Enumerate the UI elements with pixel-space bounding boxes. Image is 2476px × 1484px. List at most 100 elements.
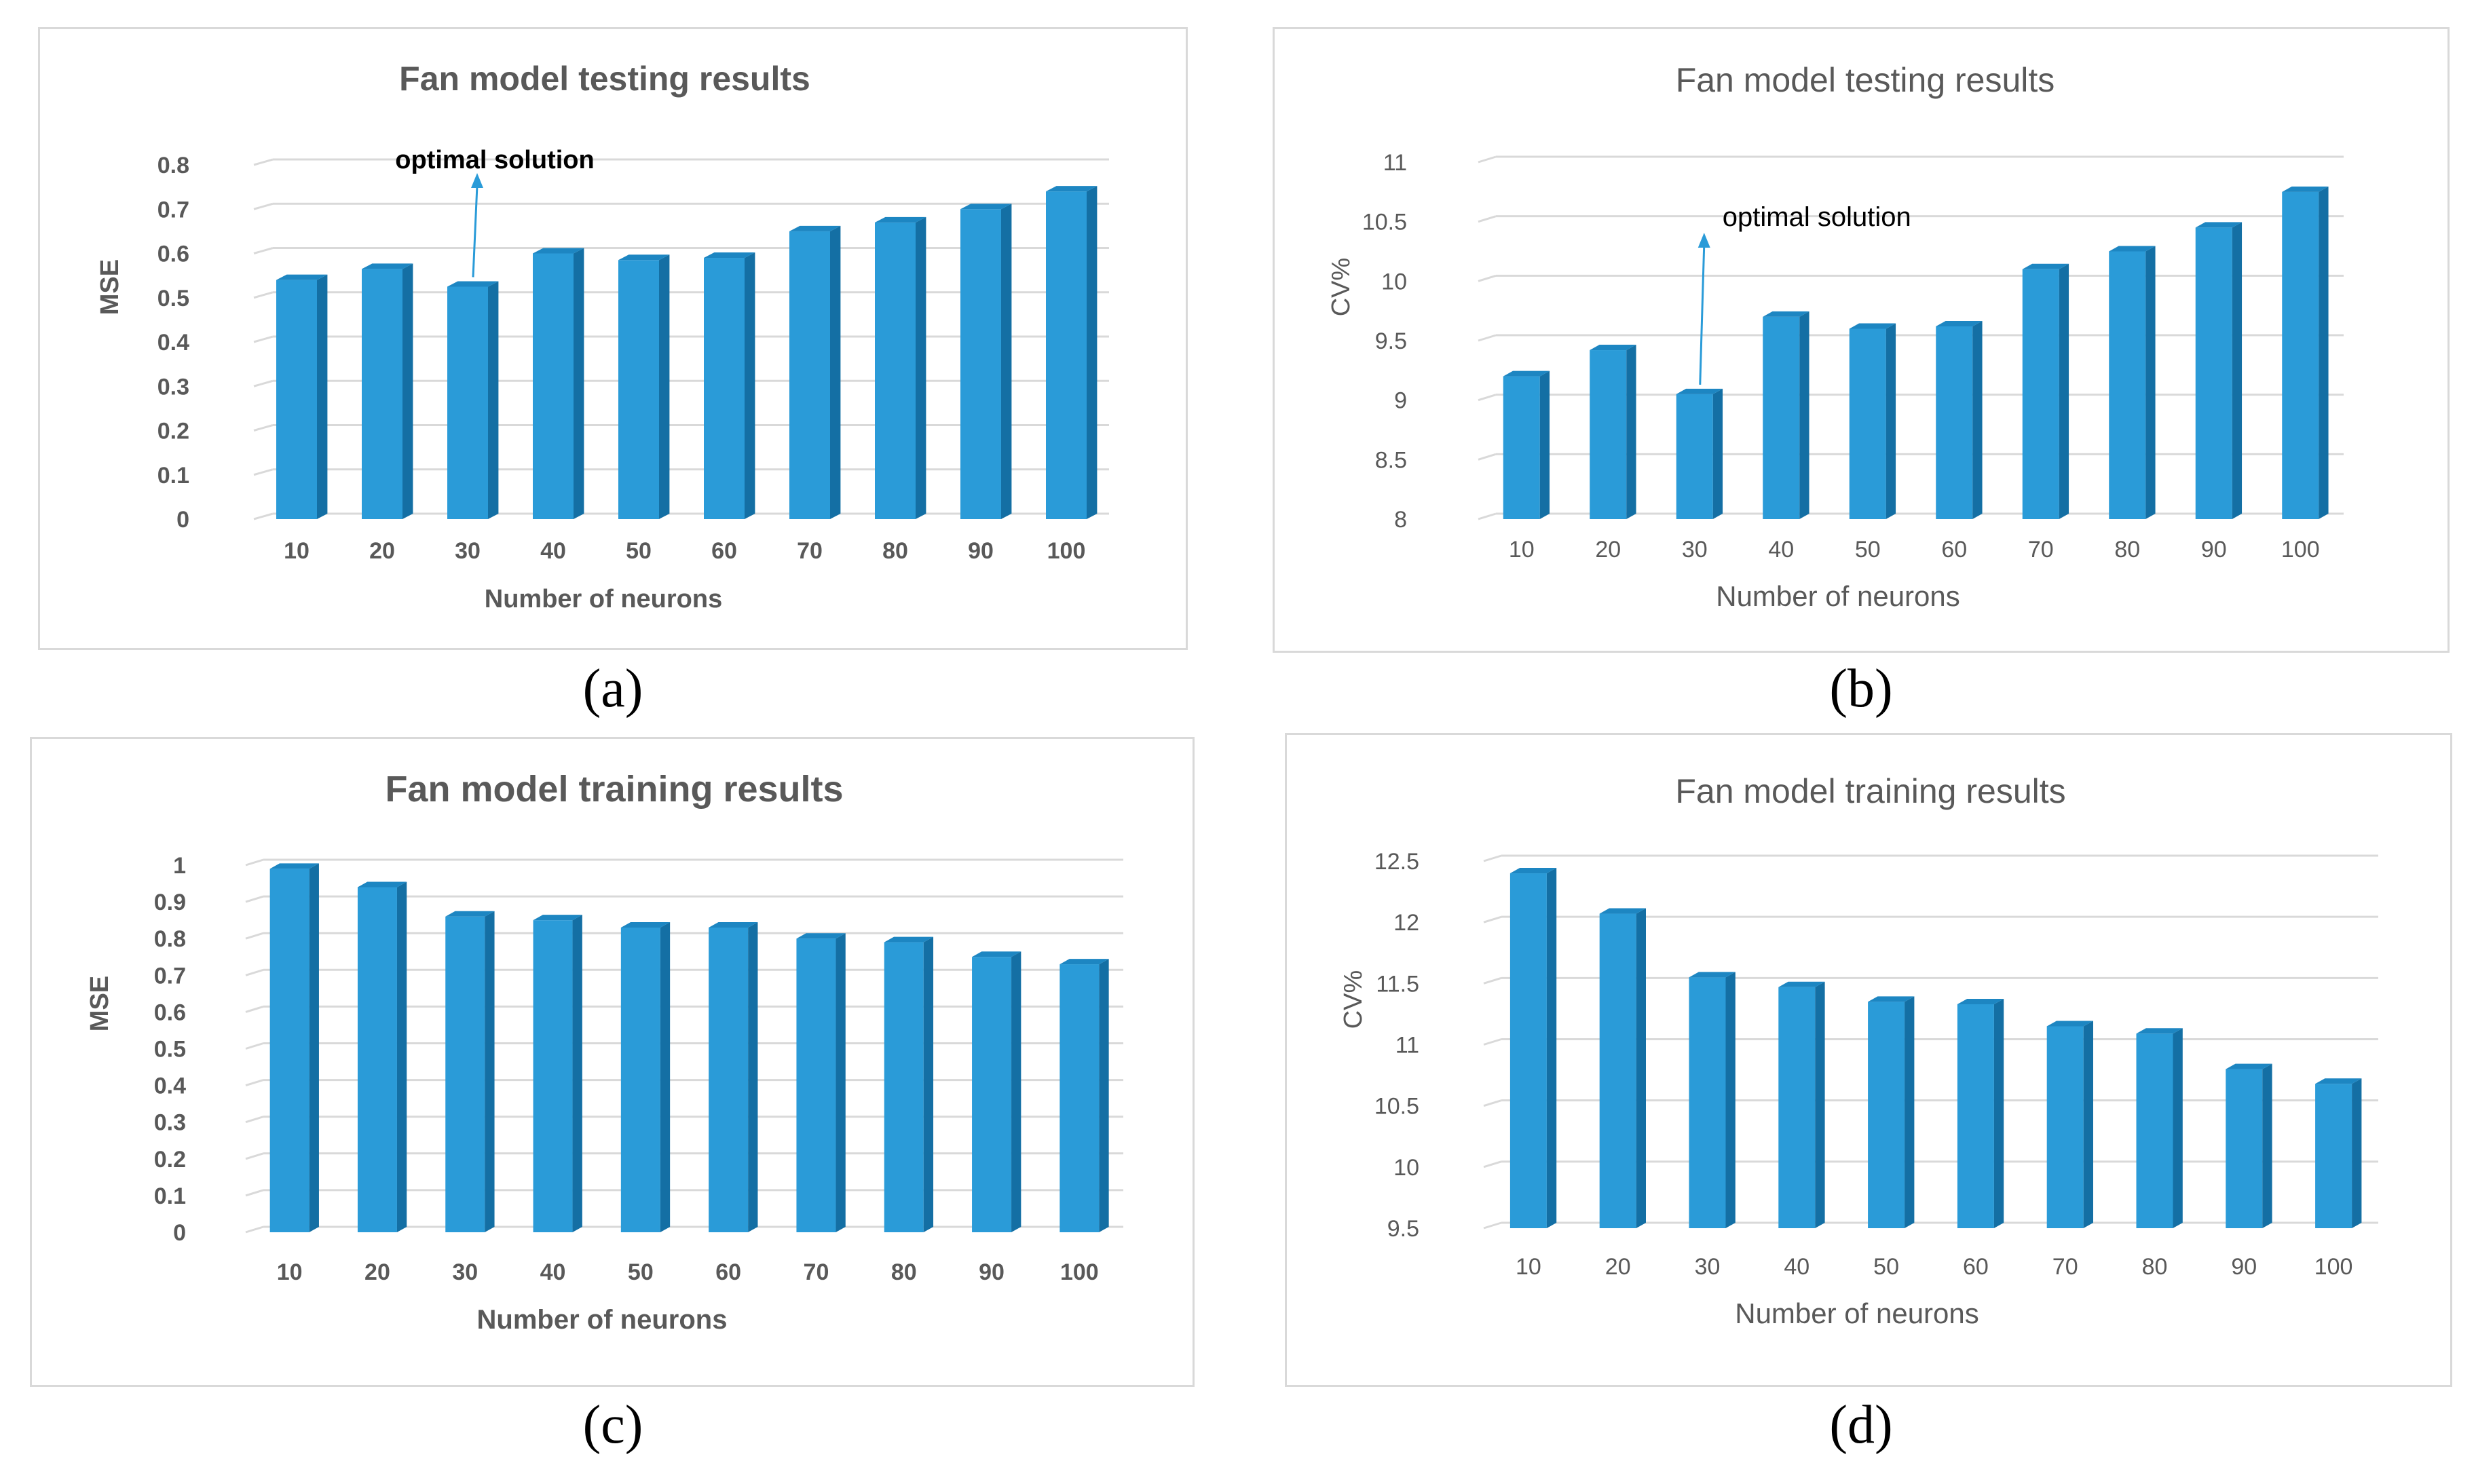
bar-front [276, 280, 317, 519]
chart-title: Fan model training results [1675, 772, 2065, 810]
gridline-depth [253, 158, 274, 166]
annotation-arrow-line [1699, 244, 1706, 385]
bar-top [789, 225, 841, 231]
bar-top [2315, 1078, 2362, 1084]
chart-title: Fan model testing results [399, 60, 810, 98]
y-tick-label: 0.4 [154, 1073, 186, 1099]
gridline-depth [245, 1079, 264, 1087]
bar-top [1957, 998, 2004, 1004]
chart-panel-d: Fan model training results 9.5 10 10.5 11 11.… [1285, 733, 2452, 1387]
gridline-depth [245, 895, 264, 903]
x-tick-label: 100 [2314, 1254, 2353, 1280]
bar-top [362, 263, 413, 269]
x-tick-label: 40 [1768, 537, 1794, 563]
x-tick-label: 20 [1595, 537, 1621, 563]
bar-top [709, 921, 758, 928]
x-tick-label: 40 [1784, 1254, 1809, 1280]
bar-top [2195, 222, 2243, 228]
bar-front [1868, 1002, 1905, 1228]
y-tick-label: 0 [173, 1220, 186, 1246]
gridline-depth [253, 424, 274, 432]
y-tick-label: 0.2 [154, 1147, 186, 1173]
x-tick-label: 50 [1855, 537, 1881, 563]
gridline-depth [1478, 512, 1497, 520]
x-tick-label: 60 [1941, 537, 1967, 563]
x-tick-label: 70 [804, 1259, 829, 1285]
bar-side [1815, 981, 1825, 1228]
bar-side [1011, 951, 1021, 1232]
gridline-depth [1483, 1038, 1502, 1046]
caption-d: (d) [1829, 1395, 1893, 1455]
y-tick-label: 0.5 [157, 286, 189, 311]
x-tick-label: 70 [2028, 537, 2054, 563]
bar-side [1972, 320, 1983, 519]
x-tick-label: 50 [1873, 1254, 1899, 1280]
bar-top [1503, 370, 1550, 377]
y-axis-title: MSE [86, 976, 114, 1031]
y-tick-label: 10.5 [1374, 1094, 1419, 1120]
bar-top [972, 951, 1021, 957]
bar-top [533, 915, 582, 921]
y-tick-label: 0.8 [154, 926, 186, 952]
chart-panel-a: Fan model testing results 0 0.1 0.2 0.3 0.4 0.… [38, 27, 1188, 650]
bar-front [1936, 326, 1973, 519]
y-tick-label: 1 [173, 853, 186, 879]
x-tick-label: 30 [452, 1259, 478, 1285]
bar-side [2319, 186, 2329, 519]
bar-side [830, 225, 841, 519]
gridline-depth [253, 468, 274, 476]
bar-front [709, 927, 749, 1232]
x-tick-label: 100 [1047, 538, 1086, 564]
bar-front [269, 869, 310, 1232]
bar-side [2083, 1021, 2093, 1228]
gridline-depth [1478, 453, 1497, 461]
annotation-label: optimal solution [395, 146, 594, 174]
bar-side [1725, 972, 1736, 1228]
bar-front [533, 920, 573, 1232]
bar-side [1539, 370, 1550, 519]
bar-side [745, 252, 755, 519]
y-tick-label: 0.5 [154, 1037, 186, 1063]
x-axis-title: Number of neurons [1735, 1297, 1979, 1329]
x-axis-title: Number of neurons [485, 585, 722, 613]
bar-front [620, 927, 660, 1232]
bar-front [884, 942, 924, 1232]
bar-side [1001, 204, 1012, 519]
bar-front [1689, 977, 1726, 1228]
x-tick-label: 40 [540, 1259, 566, 1285]
x-tick-label: 60 [1963, 1254, 1989, 1280]
bar-side [2232, 222, 2243, 519]
x-tick-label: 20 [369, 538, 395, 564]
x-tick-label: 30 [1695, 1254, 1721, 1280]
x-tick-label: 60 [715, 1259, 741, 1285]
y-tick-label: 0.7 [154, 963, 186, 989]
bar-top [269, 863, 319, 869]
y-tick-label: 0.2 [157, 419, 189, 444]
gridline-depth [1483, 854, 1502, 862]
chart-b-svg: Fan model testing results 8 8.5 9 9.5 10 10.5 1… [1327, 61, 2344, 612]
bar-top [1689, 972, 1736, 978]
chart-a-svg: Fan model testing results 0 0.1 0.2 0.3 0.4 0.… [96, 60, 1109, 613]
bar-front [2195, 227, 2232, 519]
bar-side [396, 881, 407, 1232]
bar-front [1763, 316, 1800, 519]
gridline-depth [1483, 915, 1502, 924]
y-tick-label: 11 [1395, 1033, 1419, 1059]
bar-side [317, 274, 328, 519]
gridline-depth [1483, 1221, 1502, 1230]
bar-top [445, 911, 495, 917]
bar-front [2226, 1069, 2263, 1228]
x-tick-label: 80 [882, 538, 908, 564]
bar-front [1590, 350, 1627, 519]
bar-front [2315, 1084, 2352, 1228]
bar-front [1509, 873, 1547, 1228]
bar-front [2109, 251, 2146, 519]
y-tick-label: 0.6 [154, 1000, 186, 1025]
gridline-depth [253, 512, 274, 520]
bar-front [1059, 964, 1100, 1232]
bar-front [362, 269, 402, 519]
bar-top [960, 204, 1012, 210]
bar-top [2226, 1063, 2272, 1069]
x-tick-label: 40 [540, 538, 566, 564]
bar-front [357, 887, 397, 1232]
